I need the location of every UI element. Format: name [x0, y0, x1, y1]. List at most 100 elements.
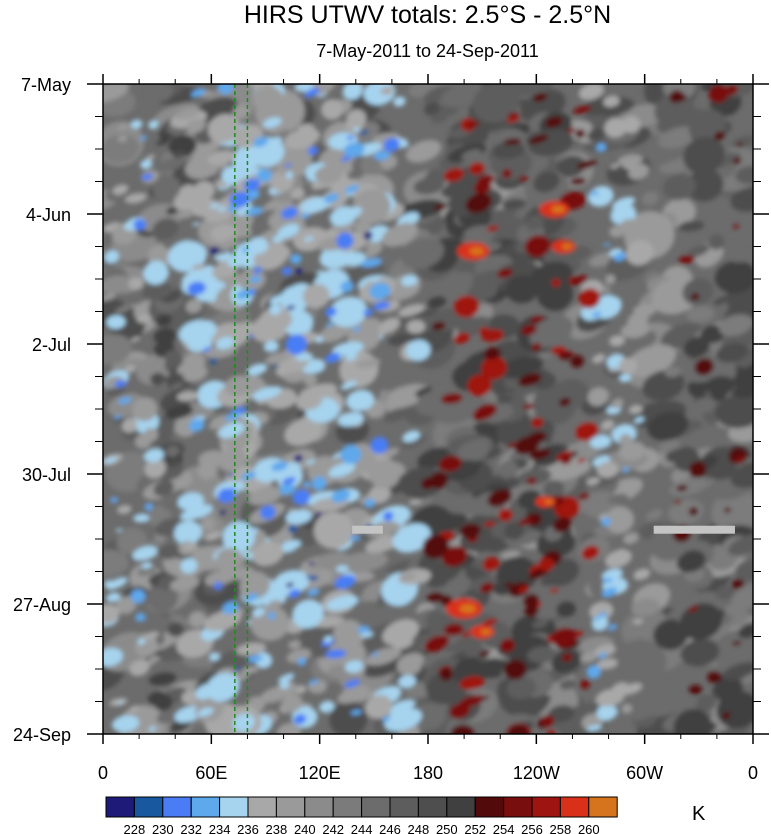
field-cell: [396, 652, 425, 673]
field-cell: [589, 435, 612, 449]
field-cell: [318, 324, 350, 343]
field-cell: [714, 260, 753, 294]
field-cell: [392, 636, 414, 649]
field-cell: [590, 190, 599, 196]
field-cell: [356, 358, 381, 369]
field-cell: [144, 448, 165, 463]
field-cell: [715, 585, 735, 600]
overlays: [234, 84, 735, 734]
field-cell: [288, 589, 301, 599]
field-cell: [217, 488, 236, 503]
field-cell: [117, 700, 124, 705]
field-cell: [125, 193, 147, 204]
field-cell: [538, 557, 555, 571]
field-cell: [167, 622, 184, 637]
field-cell: [165, 534, 178, 544]
field-cell: [145, 154, 156, 161]
field-cell: [153, 328, 177, 345]
field-cell: [227, 472, 234, 477]
field-cell: [233, 104, 250, 119]
field-cell: [260, 686, 290, 703]
field-cell: [321, 99, 343, 120]
field-cell: [370, 436, 389, 454]
field-cell: [165, 404, 194, 420]
missing-data-bar: [352, 525, 383, 534]
field-cell: [561, 653, 573, 662]
field-cell: [177, 211, 194, 219]
field-cell: [730, 250, 753, 263]
x-tick-label: 60W: [626, 763, 663, 783]
field-cell: [507, 676, 537, 700]
field-cell: [346, 389, 375, 412]
field-cell: [662, 173, 696, 201]
field-cell: [736, 142, 744, 147]
field-cell: [713, 295, 732, 306]
field-cell: [465, 192, 492, 214]
field-cell: [678, 220, 705, 232]
field-cell: [103, 604, 120, 624]
field-cell: [482, 618, 498, 626]
field-cell: [263, 341, 279, 352]
field-cell: [280, 681, 290, 689]
field-cell: [398, 675, 416, 688]
field-cell: [197, 707, 214, 717]
field-cell: [173, 416, 198, 437]
field-cell: [522, 403, 535, 410]
field-cell: [325, 352, 341, 363]
field-cell: [247, 655, 263, 663]
field-cell: [132, 397, 158, 422]
field-cell: [252, 86, 283, 111]
field-cell: [530, 315, 545, 324]
field-cell: [154, 694, 173, 711]
field-cell: [694, 693, 717, 713]
field-cell: [117, 135, 128, 143]
field-cell: [148, 120, 159, 130]
field-cell: [142, 281, 173, 301]
field-cell: [402, 430, 421, 443]
field-cell: [481, 356, 507, 380]
field-cell: [602, 587, 618, 597]
colorbar-swatch: [190, 796, 221, 818]
field-cell: [618, 357, 638, 374]
field-cell: [222, 521, 256, 553]
field-cell: [497, 395, 514, 404]
field-cell: [595, 688, 625, 707]
x-tick-label: 120E: [299, 763, 341, 783]
field-cell: [192, 222, 200, 226]
field-cell: [209, 203, 220, 209]
field-cell: [247, 363, 268, 376]
field-cell: [269, 304, 282, 315]
field-cell: [517, 468, 552, 485]
field-cell: [193, 180, 216, 200]
field-cell: [524, 235, 551, 258]
field-cell: [143, 428, 159, 442]
field-cell: [469, 162, 485, 175]
field-cell: [491, 141, 526, 159]
colorbar: 228 230 232 234 236 238 240 242 244 246 248 250 252 2…: [105, 796, 618, 834]
x-tick-label: 60E: [195, 763, 227, 783]
field-cell: [340, 380, 357, 390]
field-cell: [363, 308, 373, 316]
field-cell: [527, 477, 537, 485]
field-cell: [137, 638, 146, 645]
field-cell: [114, 380, 127, 388]
field-cell: [623, 532, 639, 545]
field-cell: [505, 274, 539, 304]
field-cell: [443, 168, 464, 182]
field-cell: [103, 84, 130, 103]
field-cell: [253, 267, 263, 274]
field-cell: [503, 582, 513, 588]
field-cell: [176, 358, 204, 375]
field-cell: [303, 236, 314, 242]
colorbar-label: 228: [124, 822, 146, 834]
field-cell: [213, 581, 223, 590]
field-cell: [431, 112, 448, 123]
field-cell: [115, 596, 137, 615]
field-cell: [529, 316, 574, 348]
field-cell: [209, 246, 220, 255]
field-cell: [252, 541, 284, 566]
field-cell: [340, 444, 362, 465]
field-cell: [202, 265, 215, 274]
field-cell: [357, 626, 370, 633]
field-cell: [398, 568, 432, 585]
